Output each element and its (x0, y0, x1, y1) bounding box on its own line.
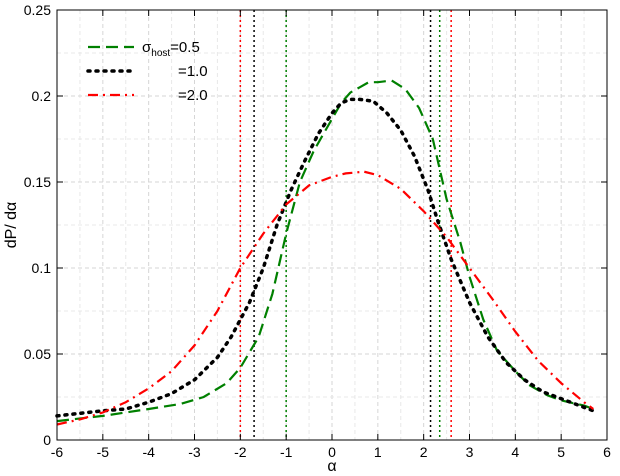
x-tick-label: 4 (511, 444, 519, 460)
x-tick-label: -5 (97, 444, 110, 460)
x-tick-label: -3 (188, 444, 201, 460)
x-tick-label: 6 (603, 444, 611, 460)
series-line-3 (56, 170, 594, 426)
y-tick-label: 0.1 (32, 260, 52, 276)
y-tick-label: 0 (43, 432, 51, 448)
x-tick-label: 5 (557, 444, 565, 460)
series-line-2 (55, 97, 596, 418)
legend-label-2: =1.0 (178, 63, 208, 80)
data-series (55, 79, 596, 426)
x-axis-title: α (327, 458, 336, 475)
x-tick-label: 1 (374, 444, 382, 460)
legend: σhost=0.5 =1.0 =2.0 (86, 39, 208, 104)
y-tick-label: 0.15 (24, 174, 51, 190)
y-axis-ticks: 0 0.05 0.1 0.15 0.2 0.25 (24, 2, 607, 448)
legend-label-1: σhost=0.5 (142, 39, 200, 59)
x-tick-label: -4 (142, 444, 155, 460)
x-tick-label: 2 (420, 444, 428, 460)
x-tick-label: 3 (466, 444, 474, 460)
x-axis-ticks: -6 -5 -4 -3 -2 -1 0 1 2 3 4 5 6 (51, 10, 611, 460)
y-tick-label: 0.05 (24, 346, 51, 362)
x-tick-label: -6 (51, 444, 64, 460)
y-tick-label: 0.2 (32, 88, 52, 104)
y-tick-label: 0.25 (24, 2, 51, 18)
legend-label-3: =2.0 (178, 87, 208, 104)
x-tick-label: -2 (234, 444, 247, 460)
y-axis-title: dP/ dα (3, 202, 20, 249)
threshold-lines (239, 10, 452, 440)
x-tick-label: 0 (328, 444, 336, 460)
x-tick-label: -1 (280, 444, 293, 460)
